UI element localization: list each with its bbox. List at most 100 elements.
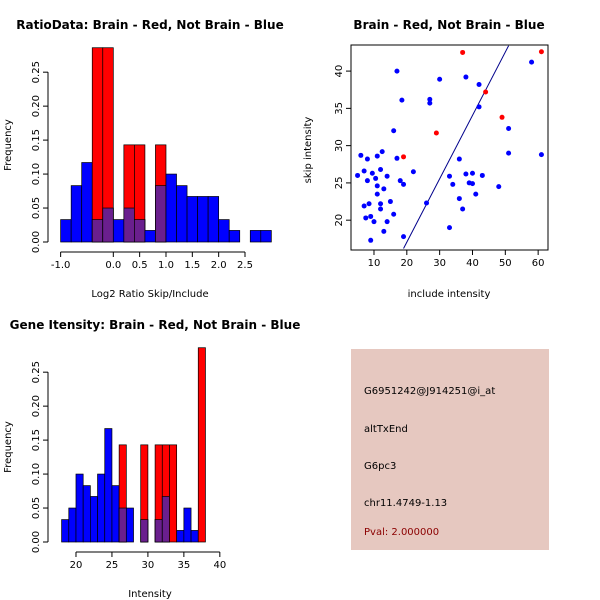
ratio-histogram-y-tick-label: 0.20 xyxy=(31,95,42,117)
intensity-histogram-bar-overlap xyxy=(140,519,149,543)
ratio-histogram: RatioData: Brain - Red, Not Brain - Blue… xyxy=(3,18,284,300)
scatter-point-notbrain xyxy=(391,211,397,217)
scatter-point-notbrain xyxy=(447,173,452,179)
scatter-point-notbrain xyxy=(437,76,443,82)
scatter-point-notbrain xyxy=(373,175,379,181)
scatter-point-notbrain xyxy=(381,186,387,192)
ratio-histogram-bar-notbrain xyxy=(60,219,72,243)
ratio-histogram-bar-notbrain xyxy=(186,196,198,243)
pval-text: Pval: 2.000000 xyxy=(364,527,440,538)
ratio-histogram-x-tick-label: 0.0 xyxy=(105,260,121,271)
scatter-point-brain xyxy=(499,114,505,120)
scatter-point-notbrain xyxy=(368,237,374,243)
scatter-point-brain xyxy=(483,89,489,95)
scatter-point-notbrain xyxy=(476,82,482,88)
scatter-point-notbrain xyxy=(361,168,367,174)
scatter-point-notbrain xyxy=(506,125,512,131)
scatter-point-notbrain xyxy=(399,97,405,103)
intensity-histogram-x-tick-label: 40 xyxy=(213,560,226,571)
info-panel: G6951242@J914251@i_at altTxEnd G6pc3 chr… xyxy=(351,349,549,550)
scatter-point-notbrain xyxy=(469,170,475,176)
scatter-y-tick-label: 20 xyxy=(334,214,345,227)
scatter-point-notbrain xyxy=(410,169,416,175)
scatter-plot-frame xyxy=(350,44,549,251)
scatter-y-tick-label: 35 xyxy=(334,102,345,115)
scatter-point-notbrain xyxy=(401,234,407,240)
ratio-histogram-bar-overlap xyxy=(134,219,146,243)
scatter-point-notbrain xyxy=(496,184,502,190)
ratio-histogram-bar-notbrain xyxy=(70,185,83,243)
scatter-point-notbrain xyxy=(368,213,374,219)
intensity-histogram-bar-notbrain xyxy=(176,530,185,543)
intensity-histogram-bar-notbrain xyxy=(97,473,106,543)
ratio-histogram-bar-notbrain xyxy=(249,230,262,243)
scatter-title: Brain - Red, Not Brain - Blue xyxy=(353,18,544,32)
scatter-point-notbrain xyxy=(374,153,380,159)
scatter-point-notbrain xyxy=(366,201,372,207)
intensity-histogram-bar-notbrain xyxy=(68,507,77,543)
ratio-histogram-x-tick-label: 0.5 xyxy=(132,260,148,271)
scatter-point-notbrain xyxy=(379,149,385,155)
scatter-point-notbrain xyxy=(538,152,544,158)
scatter-point-notbrain xyxy=(363,215,369,221)
intensity-histogram: Gene Itensity: Brain - Red, Not Brain - … xyxy=(3,318,300,600)
intensity-histogram-bar-notbrain xyxy=(111,485,120,543)
intensity-histogram-bar-notbrain xyxy=(82,485,91,543)
scatter-point-notbrain xyxy=(374,191,380,197)
intensity-histogram-x-tick-label: 35 xyxy=(177,560,190,571)
ratio-histogram-bar-overlap xyxy=(91,219,104,243)
scatter-x-tick-label: 50 xyxy=(499,258,512,269)
scatter-point-notbrain xyxy=(355,172,361,178)
scatter-y-tick-label: 40 xyxy=(334,65,345,78)
scatter-x-tick-label: 30 xyxy=(433,258,446,269)
scatter-point-notbrain xyxy=(427,100,433,106)
ratio-histogram-bar-notbrain xyxy=(165,173,177,243)
ratio-histogram-ylabel: Frequency xyxy=(3,119,14,171)
ratio-histogram-x-tick-label: 2.5 xyxy=(237,260,253,271)
scatter-point-notbrain xyxy=(450,181,456,187)
scatter-points xyxy=(355,45,544,249)
ratio-histogram-y-tick-label: 0.15 xyxy=(31,129,42,151)
intensity-histogram-bar-notbrain xyxy=(190,530,199,543)
scatter-point-notbrain xyxy=(387,199,393,205)
probe-id: G6951242@J914251@i_at xyxy=(364,386,496,397)
scatter-x-tick-label: 10 xyxy=(368,258,381,269)
intensity-histogram-y-tick-label: 0.00 xyxy=(31,531,42,553)
ratio-histogram-bar-notbrain xyxy=(218,219,230,243)
intensity-histogram-bar-notbrain xyxy=(61,519,70,543)
scatter-point-notbrain xyxy=(479,172,485,178)
intensity-histogram-bar-brain xyxy=(197,347,206,543)
scatter-y-tick-label: 25 xyxy=(334,177,345,190)
ratio-histogram-x-tick-label: -1.0 xyxy=(51,260,71,271)
intensity-histogram-bar-notbrain xyxy=(125,507,134,543)
ratio-histogram-y-tick-label: 0.10 xyxy=(31,163,42,185)
scatter-point-notbrain xyxy=(381,228,387,234)
intensity-histogram-x-tick-label: 30 xyxy=(142,560,155,571)
scatter-point-notbrain xyxy=(424,200,430,206)
intensity-histogram-bar-overlap xyxy=(154,519,163,543)
scatter-point-notbrain xyxy=(401,181,407,187)
scatter-point-notbrain xyxy=(378,201,384,207)
scatter-point-brain xyxy=(433,130,439,136)
scatter-point-notbrain xyxy=(456,156,462,162)
intensity-histogram-title: Gene Itensity: Brain - Red, Not Brain - … xyxy=(10,318,301,332)
ratio-histogram-bar-notbrain xyxy=(112,219,125,243)
ratio-histogram-bar-overlap xyxy=(123,207,135,243)
scatter-y-tick-label: 30 xyxy=(334,139,345,152)
intensity-histogram-bar-notbrain xyxy=(90,496,98,543)
event-type: altTxEnd xyxy=(364,424,408,435)
scatter-point-notbrain xyxy=(358,152,364,158)
scatter-point-notbrain xyxy=(473,191,479,197)
scatter-axes: 10 20 30 40 50 60 20 25 30 35 40 xyxy=(334,65,545,269)
ratio-histogram-y-tick-label: 0.25 xyxy=(31,61,42,83)
ratio-histogram-bar-notbrain xyxy=(207,196,220,243)
scatter-point-notbrain xyxy=(427,96,433,102)
scatter-point-notbrain xyxy=(378,206,384,212)
ratio-histogram-x-tick-label: 1.0 xyxy=(158,260,174,271)
intensity-histogram-bar-brain xyxy=(169,444,178,543)
scatter-point-notbrain xyxy=(456,196,462,202)
scatter-ylabel: skip intensity xyxy=(303,117,314,184)
scatter-point-notbrain xyxy=(391,128,397,134)
scatter-regression-line xyxy=(403,45,510,249)
ratio-histogram-title: RatioData: Brain - Red, Not Brain - Blue xyxy=(16,18,283,32)
